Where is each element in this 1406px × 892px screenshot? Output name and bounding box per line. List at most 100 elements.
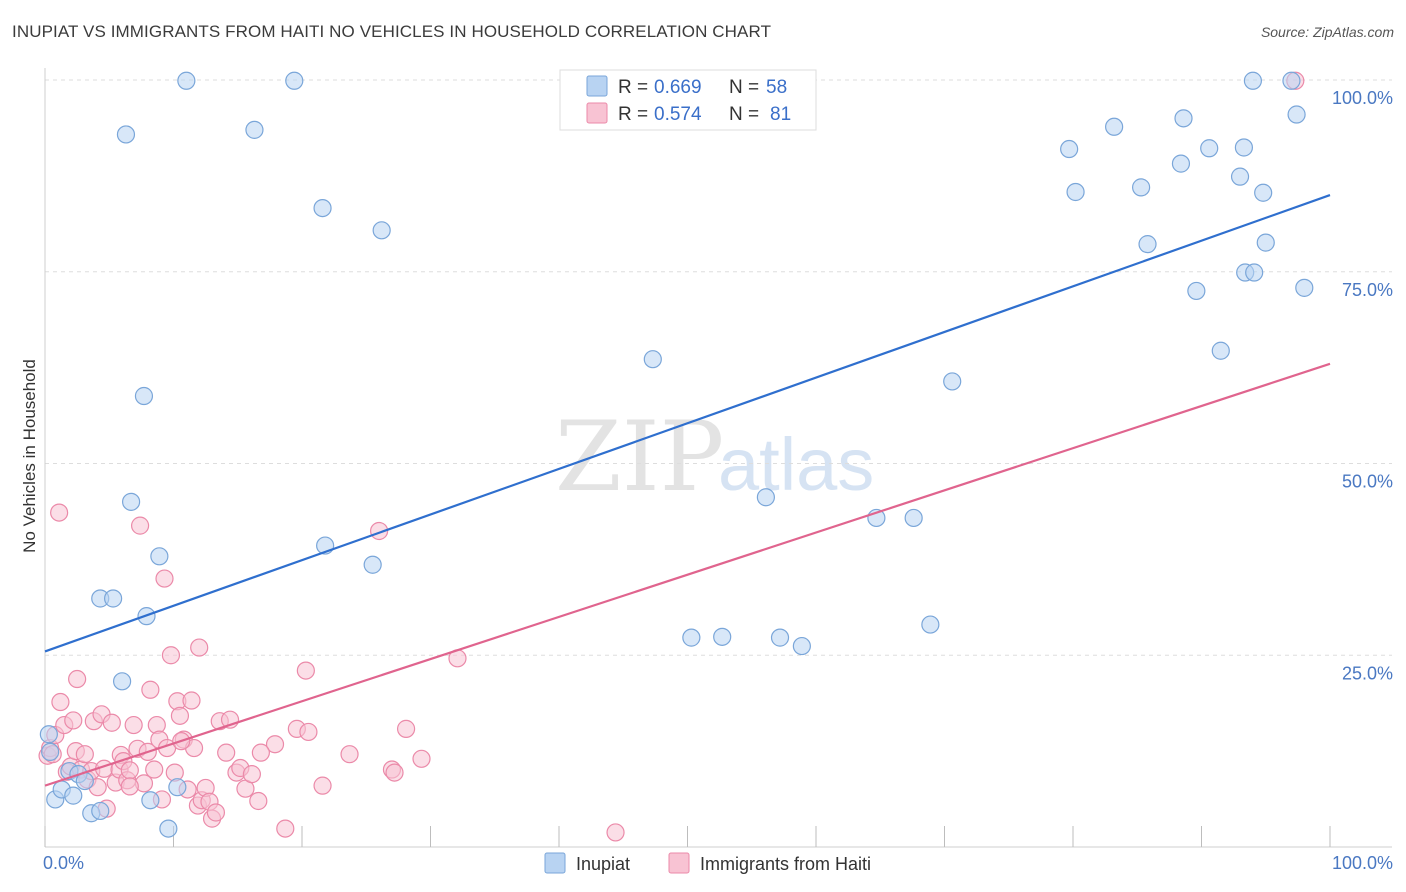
inupiat-point-28 xyxy=(643,350,662,369)
haiti-point-12 xyxy=(75,745,94,764)
inupiat-point-0 xyxy=(39,725,58,744)
y-tick-label-3: 100.0% xyxy=(1332,88,1393,108)
haiti-point-65 xyxy=(296,661,315,680)
legend-r-label-1: R = xyxy=(618,77,648,98)
inupiat-point-52 xyxy=(1245,263,1264,282)
source-label: Source: ZipAtlas.com xyxy=(1260,24,1394,40)
inupiat-point-54 xyxy=(1256,233,1275,252)
inupiat-point-40 xyxy=(1105,117,1124,136)
inupiat-point-21 xyxy=(177,71,196,90)
haiti-point-68 xyxy=(340,745,359,764)
bottom-legend-label-inupiat: Inupiat xyxy=(576,854,630,874)
haiti-point-66 xyxy=(299,722,318,742)
inupiat-point-46 xyxy=(1200,139,1219,158)
watermark-atlas: atlas xyxy=(718,423,874,506)
haiti-point-78 xyxy=(120,777,139,796)
inupiat-point-57 xyxy=(1295,278,1314,297)
watermark-zip: ZIP xyxy=(555,401,724,513)
gridlines xyxy=(45,79,1392,656)
x-tick-label-max: 100.0% xyxy=(1332,853,1393,873)
haiti-point-60 xyxy=(242,765,261,784)
inupiat-point-14 xyxy=(121,492,141,511)
inupiat-point-55 xyxy=(1282,71,1301,90)
inupiat-point-11 xyxy=(104,589,123,608)
inupiat-point-1 xyxy=(41,742,60,761)
inupiat-point-9 xyxy=(91,801,110,821)
haiti-point-27 xyxy=(124,715,143,735)
legend-n-value-2: 81 xyxy=(770,104,791,125)
inupiat-point-17 xyxy=(141,791,160,810)
inupiat-point-32 xyxy=(770,628,790,647)
haiti-point-29 xyxy=(130,516,150,535)
inupiat-point-51 xyxy=(1243,71,1263,90)
haiti-point-63 xyxy=(276,819,295,838)
haiti-point-55 xyxy=(217,743,236,762)
inupiat-point-26 xyxy=(363,555,382,574)
inupiat-point-39 xyxy=(1066,182,1085,202)
inupiat-point-45 xyxy=(1187,281,1206,301)
inupiat-trend-line xyxy=(44,194,1331,653)
haiti-point-62 xyxy=(265,735,285,754)
haiti-point-77 xyxy=(64,711,83,730)
inupiat-point-37 xyxy=(943,372,962,391)
y-tick-label-1: 50.0% xyxy=(1342,472,1393,492)
inupiat-point-13 xyxy=(116,125,136,144)
bottom-legend-swatch-haiti xyxy=(668,852,690,874)
haiti-point-20 xyxy=(102,713,121,732)
legend-r-value-1: 0.669 xyxy=(654,77,702,98)
y-tick-label-2: 75.0% xyxy=(1342,280,1393,300)
series-legend: Inupiat Immigrants from Haiti xyxy=(544,852,871,874)
inupiat-point-42 xyxy=(1138,235,1157,254)
inupiat-point-35 xyxy=(904,508,923,528)
haiti-point-71 xyxy=(385,763,404,782)
haiti-point-42 xyxy=(170,706,190,725)
chart-title: INUPIAT VS IMMIGRANTS FROM HAITI NO VEHI… xyxy=(12,22,772,41)
inupiat-point-18 xyxy=(150,547,169,566)
haiti-point-33 xyxy=(145,760,164,779)
legend-swatch-haiti xyxy=(586,102,608,124)
haiti-point-73 xyxy=(412,749,431,768)
haiti-point-32 xyxy=(141,680,160,699)
inupiat-point-20 xyxy=(168,778,187,797)
inupiat-point-5 xyxy=(64,786,83,805)
inupiat-point-31 xyxy=(756,488,775,507)
inupiat-point-22 xyxy=(245,120,264,139)
bottom-legend-label-haiti: Immigrants from Haiti xyxy=(700,854,871,874)
haiti-point-37 xyxy=(155,569,174,588)
legend-n-label-1: N = xyxy=(729,77,759,98)
haiti-point-53 xyxy=(206,803,226,822)
haiti-trend-line xyxy=(44,362,1331,787)
haiti-point-45 xyxy=(182,691,201,710)
x-tick-label-min: 0.0% xyxy=(43,853,84,873)
haiti-point-4 xyxy=(50,503,69,522)
legend-r-value-2: 0.574 xyxy=(654,104,702,125)
inupiat-point-33 xyxy=(792,636,811,656)
inupiat-point-24 xyxy=(313,198,332,218)
haiti-point-61 xyxy=(249,791,268,811)
axes xyxy=(44,68,1392,848)
haiti-point-5 xyxy=(51,692,70,712)
inupiat-point-56 xyxy=(1287,105,1306,124)
inupiat-point-27 xyxy=(372,221,391,240)
inupiat-points xyxy=(39,71,1314,838)
inupiat-point-44 xyxy=(1174,109,1193,128)
inupiat-point-47 xyxy=(1211,341,1230,360)
haiti-point-72 xyxy=(396,719,416,738)
legend-swatch-inupiat xyxy=(586,75,608,97)
haiti-point-10 xyxy=(68,669,87,689)
inupiat-point-43 xyxy=(1171,154,1191,173)
inupiat-point-38 xyxy=(1060,139,1079,159)
haiti-point-39 xyxy=(161,646,181,665)
inupiat-point-29 xyxy=(682,628,701,647)
y-tick-label-0: 25.0% xyxy=(1342,663,1393,683)
legend-n-value-1: 58 xyxy=(766,77,787,98)
inupiat-point-30 xyxy=(713,627,732,646)
stats-legend: R = 0.669 N = 58 R = 0.574 N = 81 xyxy=(559,69,817,131)
haiti-point-26 xyxy=(120,761,139,780)
bottom-legend-swatch-inupiat xyxy=(544,852,566,874)
inupiat-point-53 xyxy=(1254,183,1273,202)
inupiat-point-15 xyxy=(134,386,154,406)
inupiat-point-36 xyxy=(921,615,940,634)
legend-n-label-2: N = xyxy=(729,104,759,125)
